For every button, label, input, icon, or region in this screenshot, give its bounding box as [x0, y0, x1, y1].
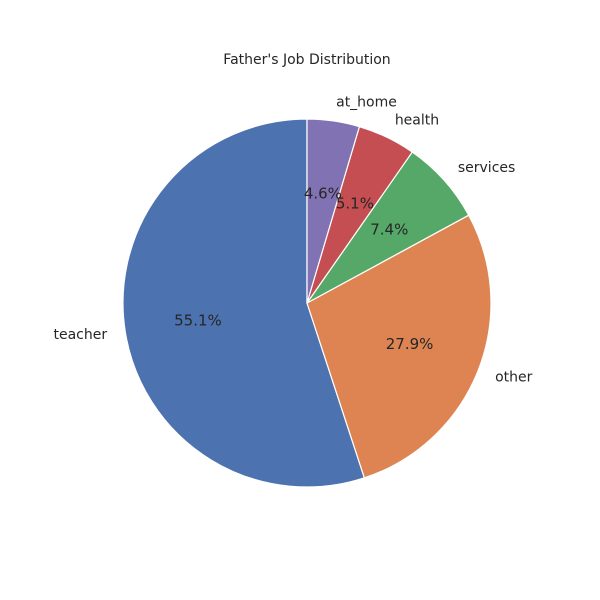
- slice-percent-labels: 55.1% 27.9% 7.4% 5.1%4.6%: [174, 185, 433, 353]
- slice-category-labels: teacher other services health at_home: [54, 95, 533, 386]
- chart-title: Father's Job Distribution: [223, 52, 390, 68]
- slice-label-teacher: teacher: [54, 327, 108, 343]
- slice-percent-health: 5.1%: [336, 195, 374, 213]
- pie-slice-at-home: [306, 118, 360, 304]
- slice-label-services: services: [458, 160, 515, 176]
- slice-label-at-home: at_home: [336, 95, 397, 111]
- pie-slice-teacher: [122, 118, 365, 488]
- slice-percent-services: 7.4%: [370, 220, 408, 238]
- pie-slice-other: [306, 214, 492, 479]
- slice-percent-at-home: 4.6%: [304, 185, 342, 203]
- pie-slices: [122, 118, 492, 488]
- slice-label-other: other: [495, 370, 533, 386]
- slice-percent-teacher: 55.1%: [174, 311, 222, 329]
- slice-percent-other: 27.9%: [386, 335, 434, 353]
- slice-label-health: health: [395, 113, 439, 129]
